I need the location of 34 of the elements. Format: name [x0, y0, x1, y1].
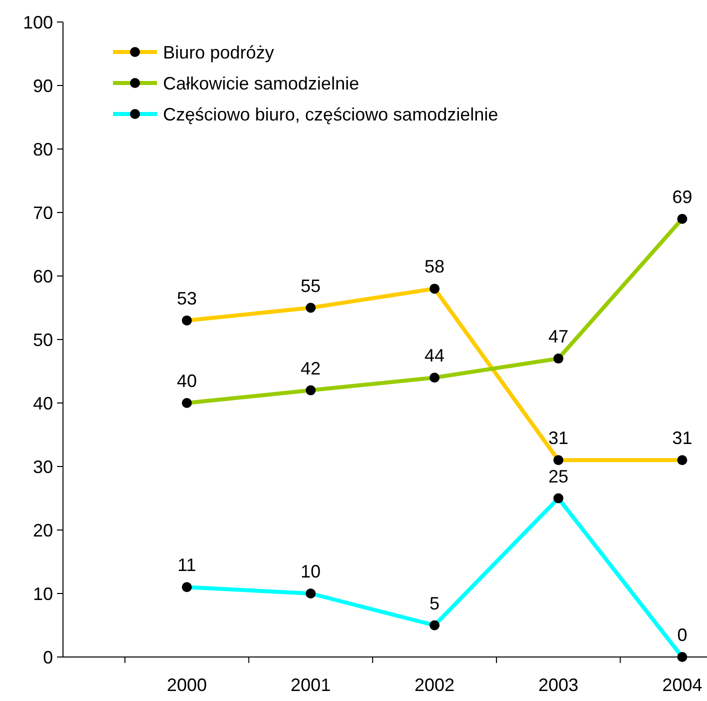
data-label: 42	[300, 358, 321, 378]
y-tick-label: 100	[22, 12, 53, 32]
data-label: 10	[300, 562, 321, 582]
data-label: 31	[548, 428, 568, 448]
x-tick-label: 2001	[290, 675, 331, 695]
y-tick-label: 0	[42, 647, 53, 668]
y-tick-label: 70	[32, 202, 53, 223]
y-tick-label: 60	[32, 266, 53, 286]
data-label: 5	[430, 593, 440, 614]
x-tick-label: 2004	[662, 675, 702, 695]
legend-label: Całkowicie samodzielnie	[163, 73, 360, 94]
data-label: 31	[672, 428, 692, 448]
data-label: 44	[424, 346, 445, 366]
data-label: 25	[548, 466, 568, 486]
x-tick-label: 2002	[414, 675, 455, 695]
y-tick-label: 10	[32, 584, 53, 604]
data-label: 55	[300, 276, 321, 296]
legend-label: Biuro podróży	[163, 42, 274, 62]
y-tick-label: 90	[32, 76, 53, 96]
data-label: 11	[178, 555, 196, 576]
y-tick-label: 50	[32, 330, 53, 350]
y-tick-label: 40	[32, 393, 53, 414]
data-label: 40	[176, 371, 197, 391]
y-tick-label: 20	[32, 520, 53, 540]
data-label: 0	[677, 625, 688, 645]
x-tick-label: 2003	[538, 675, 578, 695]
y-tick-label: 80	[32, 139, 53, 160]
data-label: 47	[548, 326, 568, 347]
legend-label: Częściowo biuro, częściowo samodzielnie	[163, 104, 498, 124]
data-label: 53	[176, 288, 197, 308]
y-tick-label: 30	[32, 456, 53, 477]
data-label: 69	[672, 186, 692, 207]
data-label: 58	[424, 256, 445, 277]
x-tick-label: 2000	[166, 675, 207, 695]
